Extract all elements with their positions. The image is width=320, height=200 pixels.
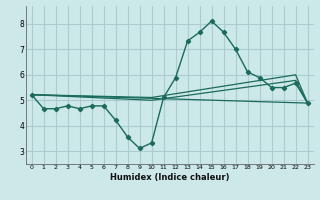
X-axis label: Humidex (Indice chaleur): Humidex (Indice chaleur) xyxy=(110,173,229,182)
